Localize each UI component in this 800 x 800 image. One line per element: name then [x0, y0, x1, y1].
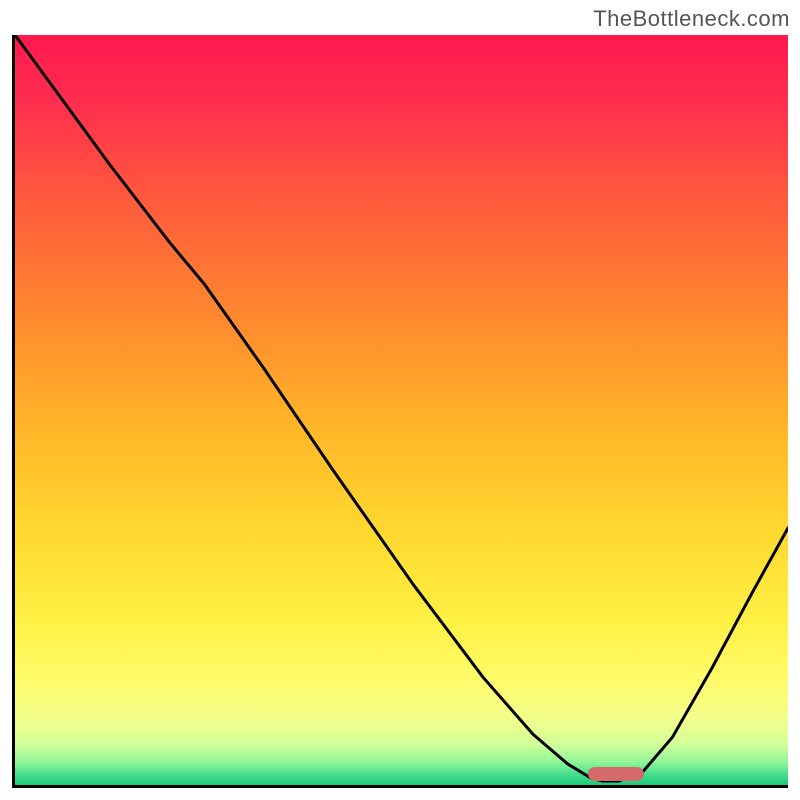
- watermark-text: TheBottleneck.com: [593, 6, 790, 32]
- bottleneck-chart: [12, 35, 788, 788]
- bottleneck-curve: [15, 35, 788, 785]
- optimal-range-marker: [588, 767, 644, 781]
